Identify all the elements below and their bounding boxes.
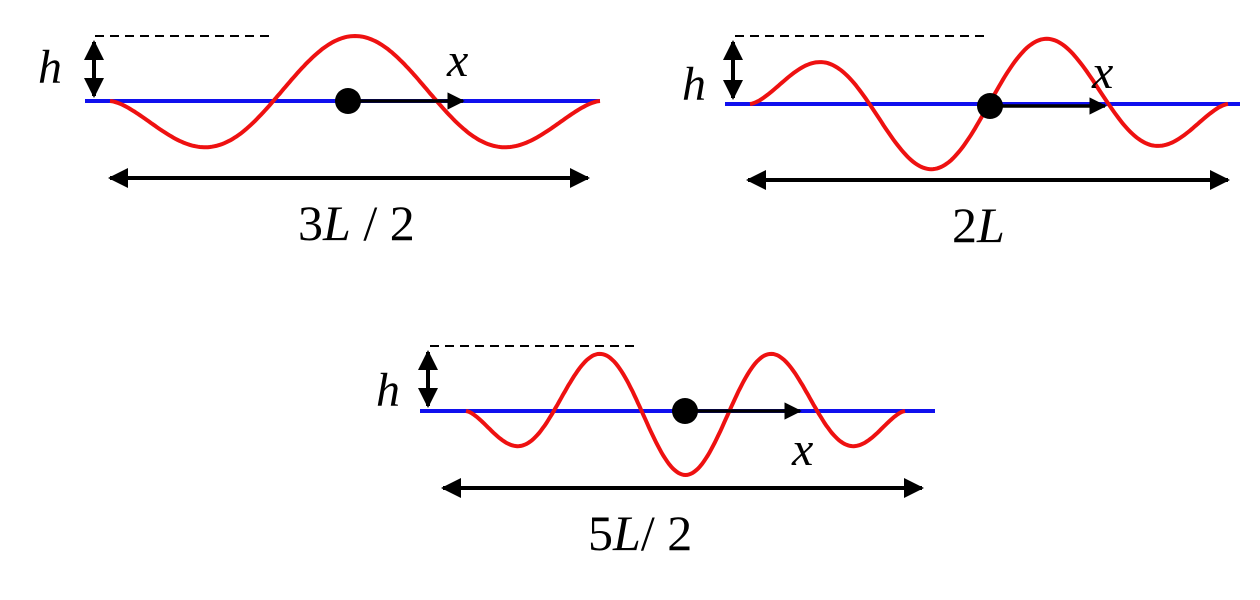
length-label: 3L / 2 xyxy=(298,195,415,251)
diagram-three-halves: h x 3L / 2 xyxy=(38,33,601,251)
diagram-five-halves: h x 5L/ 2 xyxy=(376,345,935,561)
length-label: 5L/ 2 xyxy=(588,505,692,561)
height-label: h xyxy=(682,58,706,111)
wave-curve xyxy=(465,351,906,478)
x-axis-label: x xyxy=(1091,46,1113,99)
diagram-two: h x 2L xyxy=(682,35,1240,253)
origin-dot xyxy=(672,398,698,424)
origin-dot xyxy=(977,93,1003,119)
height-label: h xyxy=(376,364,400,417)
x-axis-label: x xyxy=(446,34,468,87)
length-label: 2L xyxy=(952,197,1005,253)
wave-curve xyxy=(109,33,601,150)
x-axis-label: x xyxy=(791,423,813,476)
height-label: h xyxy=(38,41,62,94)
origin-dot xyxy=(335,88,361,114)
